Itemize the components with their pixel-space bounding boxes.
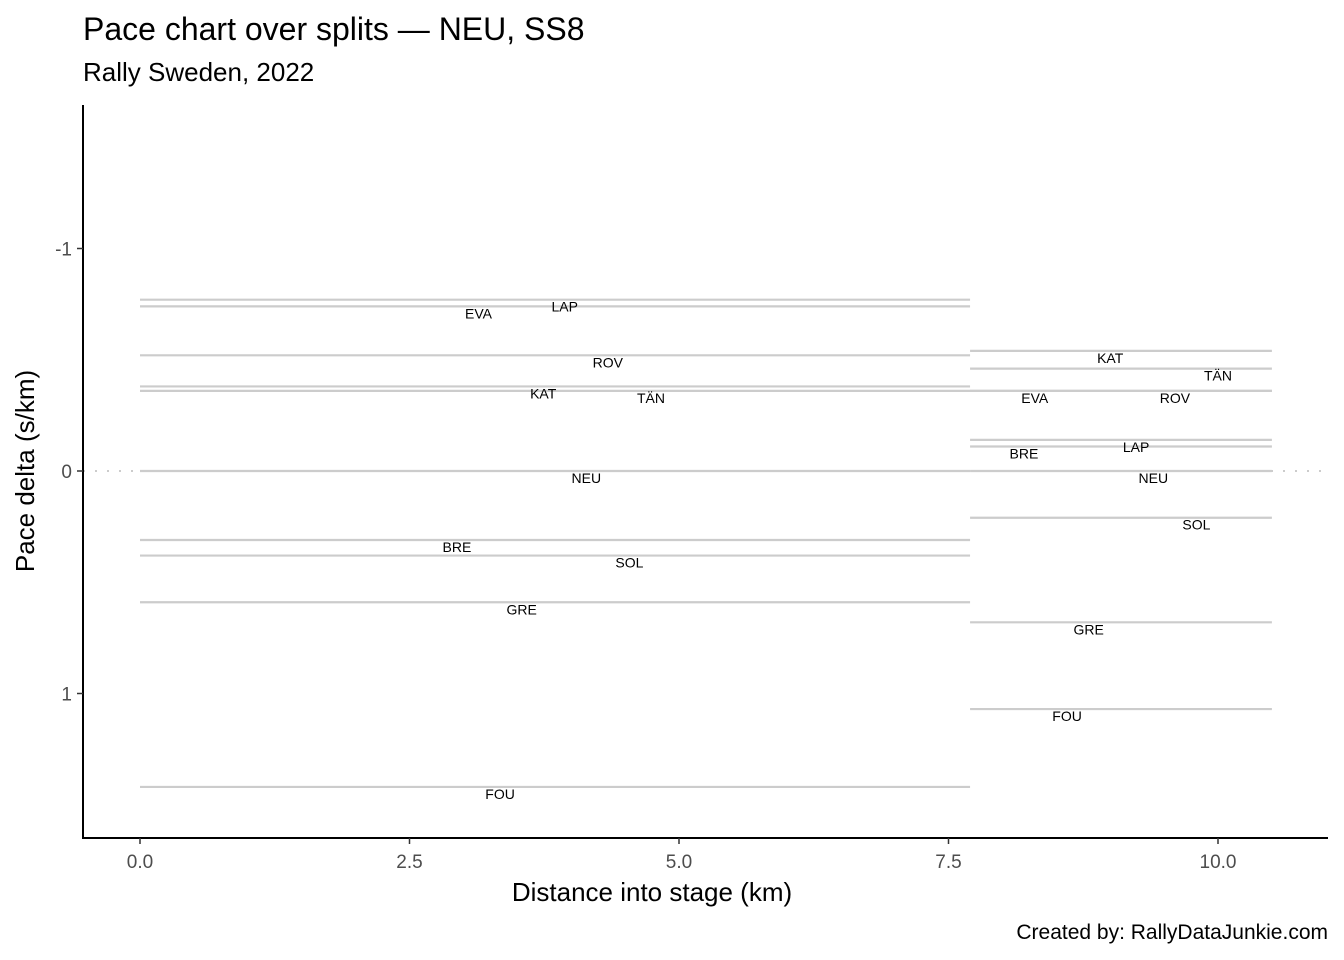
driver-label: BRE — [443, 539, 472, 555]
driver-label: SOL — [1182, 517, 1210, 533]
driver-label: LAP — [1123, 439, 1149, 455]
y-axis-ticks: -1 0 1 — [55, 240, 83, 706]
driver-label: FOU — [1052, 708, 1082, 724]
pace-segments — [140, 298, 1272, 789]
y-tick-label: -1 — [55, 240, 72, 261]
driver-label: KAT — [530, 385, 557, 401]
y-axis-label: Pace delta (s/km) — [10, 369, 40, 573]
driver-label: LAP — [551, 299, 577, 315]
x-axis-label: Distance into stage (km) — [0, 876, 1344, 908]
driver-label: FOU — [485, 786, 515, 802]
y-tick-label: 1 — [61, 685, 72, 706]
x-tick-label: 0.0 — [127, 852, 153, 873]
chart-caption: Created by: RallyDataJunkie.com — [1016, 921, 1328, 944]
driver-labels: LAP LAP EVA EVA ROV ROV KAT KAT TÄN TÄN NEU NEU BRE B… — [443, 299, 1232, 802]
driver-label: EVA — [1021, 390, 1049, 406]
chart-title: Pace chart over splits — NEU, SS8 — [83, 11, 585, 47]
driver-label: GRE — [1073, 621, 1103, 637]
x-tick-label: 7.5 — [935, 852, 961, 873]
x-tick-label: 10.0 — [1200, 852, 1237, 873]
driver-label: ROV — [593, 354, 624, 370]
driver-label: BRE — [1010, 446, 1039, 462]
driver-label: TÄN — [1204, 368, 1232, 384]
driver-label: ROV — [1160, 390, 1191, 406]
y-tick-label: 0 — [61, 462, 72, 483]
x-axis-ticks: 0.0 2.5 5.0 7.5 10.0 — [127, 838, 1237, 873]
driver-label: TÄN — [637, 390, 665, 406]
driver-label: KAT — [1097, 350, 1124, 366]
x-axis-label-text: Distance into stage (km) — [511, 877, 793, 907]
chart-subtitle: Rally Sweden, 2022 — [83, 57, 315, 87]
x-tick-label: 5.0 — [666, 852, 692, 873]
driver-label: NEU — [1139, 470, 1169, 486]
driver-label: EVA — [465, 305, 493, 321]
x-tick-label: 2.5 — [396, 852, 422, 873]
axes — [82, 105, 1328, 839]
driver-label: NEU — [572, 470, 602, 486]
driver-label: SOL — [615, 555, 643, 571]
driver-label: GRE — [506, 601, 536, 617]
